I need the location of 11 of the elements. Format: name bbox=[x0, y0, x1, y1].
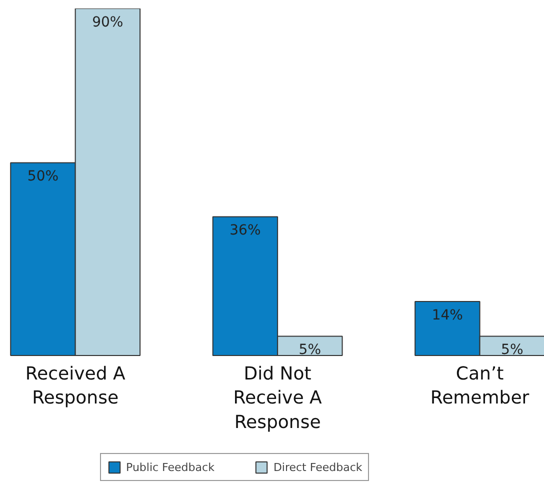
x-tick-label: Did Not Receive A Response bbox=[233, 364, 322, 433]
data-label: 14% bbox=[432, 308, 463, 324]
data-label: 5% bbox=[298, 342, 322, 358]
data-label: 90% bbox=[92, 14, 124, 30]
data-label: 50% bbox=[27, 168, 59, 185]
data-label: 36% bbox=[230, 222, 261, 239]
legend-label: Public Feedback bbox=[126, 460, 214, 474]
x-tick-label: Received A Response bbox=[25, 364, 126, 409]
x-tick-label: Can’t Remember bbox=[430, 364, 530, 409]
data-label: 5% bbox=[501, 342, 524, 358]
legend-label: Direct Feedback bbox=[273, 460, 362, 474]
